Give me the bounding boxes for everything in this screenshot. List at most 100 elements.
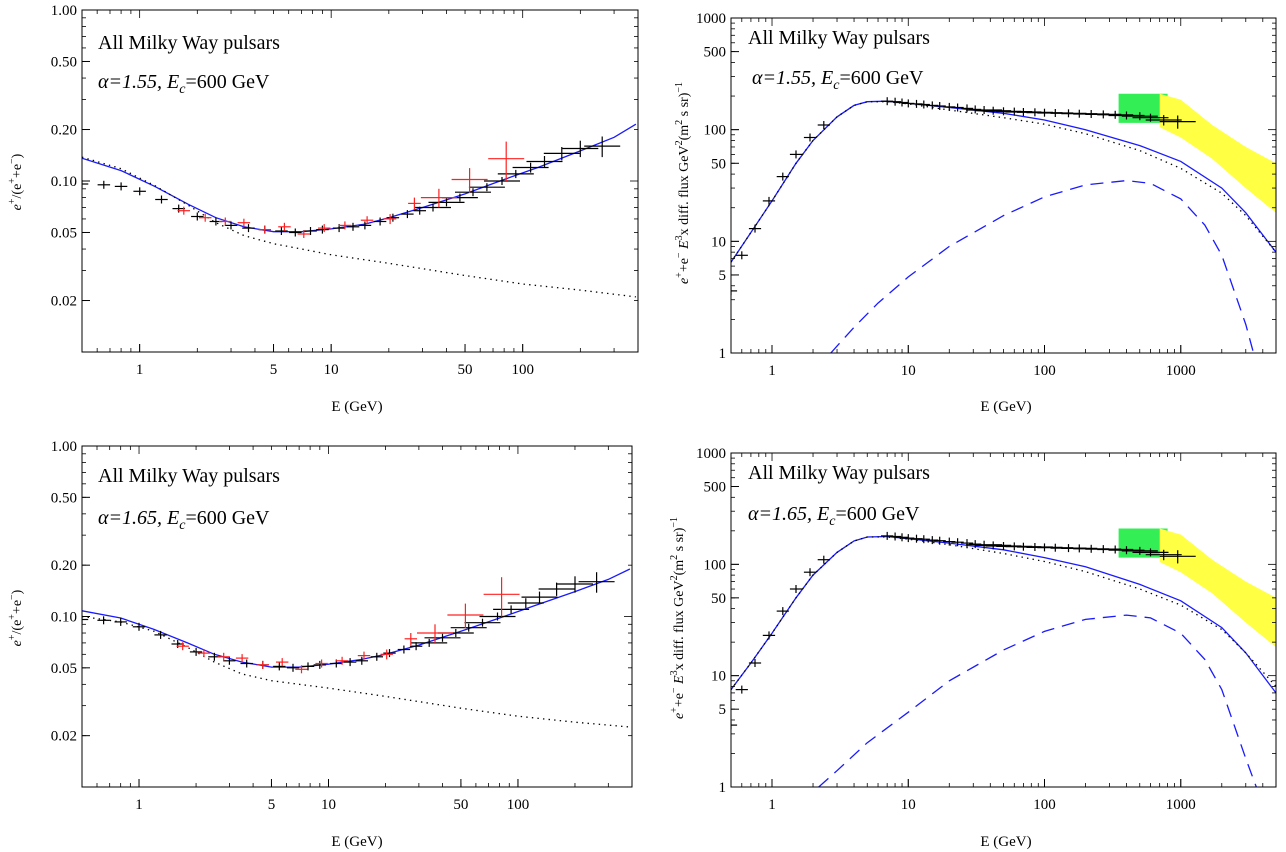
data-point xyxy=(1145,115,1182,126)
data-point xyxy=(762,196,776,205)
panel-3-annotation-params: α=1.65, Ec=600 GeV xyxy=(98,507,270,533)
series-solid-blue xyxy=(82,123,637,233)
data-point xyxy=(526,156,563,168)
minor-ticks xyxy=(81,445,633,788)
y-tick-label: 0.50 xyxy=(51,54,77,70)
panel-1-plot-area xyxy=(82,123,637,298)
data-point xyxy=(926,536,939,545)
y-tick-label: 0.20 xyxy=(51,123,77,139)
data-point xyxy=(543,147,580,161)
data-point xyxy=(512,162,549,173)
data-point xyxy=(411,638,448,647)
data-point xyxy=(360,216,374,225)
data-point xyxy=(538,582,575,596)
y-tick-label: 0.20 xyxy=(51,558,77,574)
data-point xyxy=(276,658,289,667)
data-point xyxy=(176,642,189,651)
data-point xyxy=(493,605,530,614)
series-errorbars-black xyxy=(731,531,1196,730)
x-tick-label: 5 xyxy=(268,797,276,813)
data-point xyxy=(316,225,329,234)
data-point xyxy=(424,633,461,642)
data-point xyxy=(888,97,902,106)
series-band-yellow xyxy=(1159,93,1276,213)
series-dashed-blue xyxy=(830,179,1255,353)
data-point xyxy=(943,537,956,546)
y-tick-label: 5 xyxy=(719,702,727,718)
data-point xyxy=(289,228,302,237)
panel-1-annotation-title: All Milky Way pulsars xyxy=(98,32,280,54)
y-tick-label: 1 xyxy=(719,780,727,796)
data-point xyxy=(401,210,414,219)
data-point xyxy=(895,533,909,542)
series-errorbars-black xyxy=(731,97,1196,296)
panel-4: 1 10 100 1000 1 5 10 50 100 500 1000 All Milky Way… xyxy=(669,446,1277,850)
data-point xyxy=(731,721,738,730)
data-point xyxy=(199,213,212,222)
panel-2: 1 10 100 1000 1 5 10 50 100 500 1000 All Milky Way… xyxy=(674,11,1277,415)
data-point xyxy=(297,230,311,238)
data-point xyxy=(895,98,909,107)
x-tick-label: 1 xyxy=(136,362,144,378)
x-tick-label: 100 xyxy=(511,362,534,378)
data-point xyxy=(397,645,411,654)
data-point xyxy=(386,213,400,222)
data-point xyxy=(748,224,762,233)
x-tick-label: 10 xyxy=(901,797,916,813)
data-point xyxy=(748,659,762,667)
y-tick-label: 0.05 xyxy=(51,661,77,677)
data-point xyxy=(154,630,167,639)
data-point xyxy=(562,140,599,158)
data-point xyxy=(383,649,396,658)
data-point xyxy=(484,177,520,185)
data-point xyxy=(1145,549,1182,561)
data-point xyxy=(415,203,451,212)
panel-1-x-axis-label: E (GeV) xyxy=(331,399,382,415)
x-tick-label: 1000 xyxy=(1166,797,1196,813)
data-point xyxy=(789,585,803,593)
x-tick-label: 100 xyxy=(1033,363,1056,379)
data-point xyxy=(313,660,326,669)
data-point xyxy=(917,535,930,544)
data-point xyxy=(114,182,128,191)
plot-frame xyxy=(81,9,639,353)
data-point xyxy=(1159,550,1196,564)
data-point xyxy=(114,617,127,626)
data-point xyxy=(521,591,558,603)
panel-3-x-axis-label: E (GeV) xyxy=(331,834,382,850)
panel-4-annotation-params: α=1.65, Ec=600 GeV xyxy=(748,503,920,529)
panel-3-y-axis-label: e+/(e++e−) xyxy=(7,589,25,646)
data-point xyxy=(488,141,525,181)
y-tick-label: 0.50 xyxy=(51,490,77,506)
y-tick-label: 1000 xyxy=(696,11,726,27)
data-point xyxy=(817,555,830,564)
data-point xyxy=(428,198,465,207)
panel-3: 1 5 10 50 100 0.02 0.05 0.10 0.20 0.50 1.00 All Mi… xyxy=(7,439,633,850)
y-tick-label: 50 xyxy=(711,591,726,607)
data-point xyxy=(224,221,238,230)
data-point xyxy=(951,103,964,112)
data-point xyxy=(933,536,946,545)
data-point xyxy=(343,658,357,667)
data-point xyxy=(450,623,487,632)
y-tick-label: 0.10 xyxy=(51,610,77,626)
panel-2-plot-area xyxy=(731,93,1276,353)
x-tick-label: 50 xyxy=(453,797,468,813)
data-point xyxy=(468,183,505,192)
data-point xyxy=(301,662,315,671)
panel-2-annotation-params: α=1.55, Ec=600 GeV xyxy=(752,67,924,93)
data-point xyxy=(189,647,203,656)
y-tick-label: 1 xyxy=(719,346,727,362)
x-tick-label: 100 xyxy=(1033,797,1056,813)
data-point xyxy=(155,195,168,204)
y-tick-label: 0.05 xyxy=(51,225,77,241)
y-tick-label: 1.00 xyxy=(51,3,77,19)
data-point xyxy=(304,227,317,235)
data-point xyxy=(969,540,982,549)
data-point xyxy=(373,217,387,226)
data-point xyxy=(380,649,393,660)
panel-2-y-axis-label: e++e− E3x diff. flux GeV2(m2 s sr)−1 xyxy=(674,82,692,284)
data-point xyxy=(278,222,291,231)
x-tick-label: 10 xyxy=(901,363,916,379)
x-tick-label: 10 xyxy=(321,797,336,813)
